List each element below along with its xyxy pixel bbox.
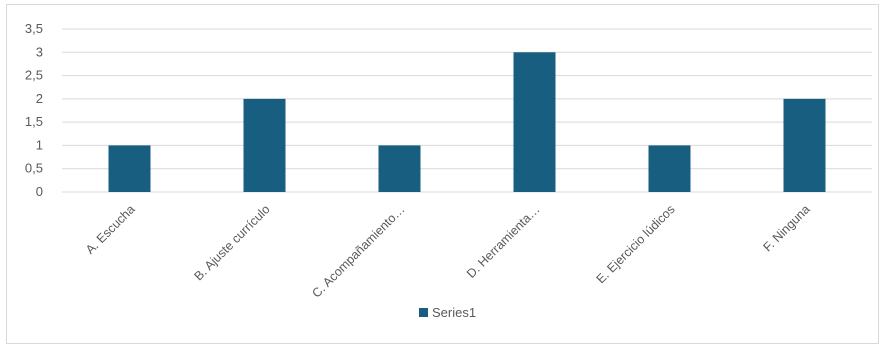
bar <box>783 98 826 192</box>
bar <box>513 52 556 193</box>
y-tick-label: 1,5 <box>25 114 43 129</box>
y-tick-label: 0 <box>36 184 43 199</box>
y-tick-label: 3 <box>36 44 43 59</box>
y-tick-label: 0,5 <box>25 161 43 176</box>
bar <box>108 145 151 192</box>
bar <box>648 145 691 192</box>
x-tick-label: D. Herramienta… <box>464 202 543 281</box>
y-axis: 0 0,5 1 1,5 2 2,5 3 3,5 <box>25 21 43 199</box>
x-tick-label: B. Ajuste currículo <box>191 202 272 283</box>
x-tick-label: E. Ejercicio lúdicos <box>594 202 678 286</box>
legend-label: Series1 <box>432 305 476 320</box>
legend: Series1 <box>419 305 476 320</box>
bars <box>108 52 826 193</box>
legend-swatch <box>419 308 428 317</box>
x-axis: A. Escucha B. Ajuste currículo C. Acompaña… <box>83 202 813 300</box>
x-tick-label: F. Ninguna <box>760 202 812 254</box>
chart-frame <box>6 4 879 344</box>
y-tick-label: 2 <box>36 91 43 106</box>
y-tick-label: 1 <box>36 137 43 152</box>
y-tick-label: 2,5 <box>25 68 43 83</box>
bar <box>378 145 421 192</box>
x-tick-label: A. Escucha <box>83 202 138 257</box>
gridlines <box>62 28 872 193</box>
x-tick-label: C. Acompañamiento… <box>309 202 407 300</box>
bar <box>243 98 286 192</box>
y-tick-label: 3,5 <box>25 21 43 36</box>
